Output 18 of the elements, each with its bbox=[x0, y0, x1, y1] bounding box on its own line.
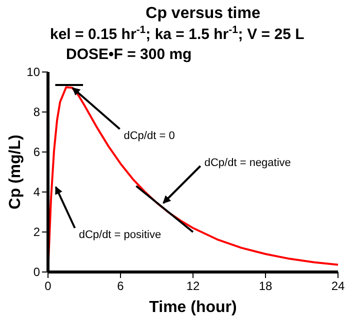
x-tick-label: 24 bbox=[331, 279, 345, 293]
x-tick-label: 6 bbox=[117, 279, 124, 293]
y-tick-label: 8 bbox=[33, 105, 40, 120]
y-tick-label: 6 bbox=[33, 145, 40, 160]
x-tick-label: 18 bbox=[258, 279, 272, 293]
annotation: dCp/dt = 0 bbox=[124, 130, 175, 142]
y-axis-title: Cp (mg/L) bbox=[7, 134, 24, 210]
y-tick-label: 4 bbox=[33, 185, 40, 200]
y-tick-label: 10 bbox=[26, 65, 40, 80]
y-tick-label: 0 bbox=[33, 265, 40, 280]
x-tick-label: 0 bbox=[44, 279, 52, 293]
chart-title: Cp versus time bbox=[146, 5, 260, 22]
annotation: dCp/dt = positive bbox=[78, 229, 162, 241]
x-axis-title: Time (hour) bbox=[149, 299, 237, 316]
x-tick-label: 12 bbox=[186, 279, 200, 293]
annotation: dCp/dt = negative bbox=[204, 157, 291, 169]
y-tick-label: 2 bbox=[33, 225, 40, 240]
text: kel = 0.15 hr$^{-1}$; ka = 1.5 hr$^{-1}$; V = 25 L DOSE•F = 300 mg bbox=[50, 24, 304, 63]
